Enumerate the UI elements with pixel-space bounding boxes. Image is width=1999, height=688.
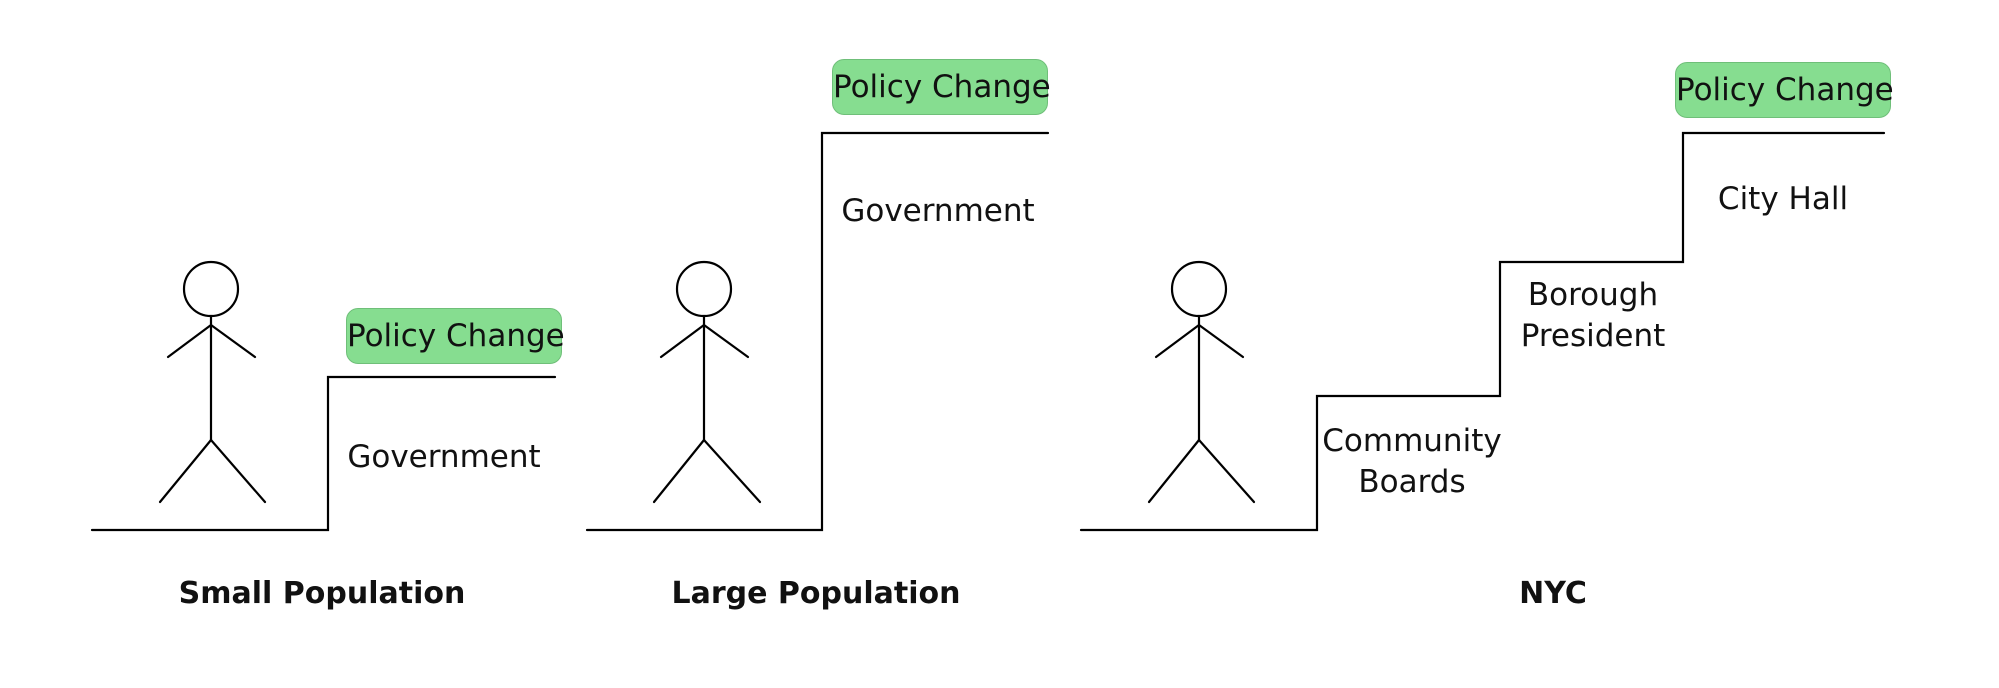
- step-label-line: Community: [1322, 423, 1502, 459]
- panel-large-population: [585, 131, 1050, 532]
- step-label-line: Boards: [1358, 464, 1466, 500]
- stick-figure: [652, 260, 762, 504]
- staircase-line: [1079, 131, 1886, 532]
- panel-small-population: [90, 260, 557, 532]
- staircase-line: [90, 375, 557, 532]
- policy-change-badge: Policy Change: [346, 308, 565, 364]
- step-label-borough-president: Borough President: [1493, 275, 1693, 357]
- policy-change-badge: Policy Change: [832, 59, 1051, 115]
- step-label-government: Government: [347, 439, 541, 475]
- step-label-line: Borough: [1527, 277, 1659, 313]
- step-label-city-hall: City Hall: [1717, 181, 1849, 217]
- step-label-line: President: [1520, 318, 1666, 354]
- stick-figure: [1147, 260, 1256, 504]
- panel-caption: Large Population: [671, 576, 961, 611]
- panel-caption: NYC: [1519, 576, 1587, 611]
- stick-figure: [158, 260, 267, 504]
- staircase-line: [585, 131, 1050, 532]
- step-label-community-boards: Community Boards: [1312, 421, 1512, 503]
- panel-caption: Small Population: [178, 576, 466, 611]
- step-label-government: Government: [841, 193, 1035, 229]
- policy-change-badge: Policy Change: [1675, 62, 1894, 118]
- panel-nyc: [1079, 131, 1886, 532]
